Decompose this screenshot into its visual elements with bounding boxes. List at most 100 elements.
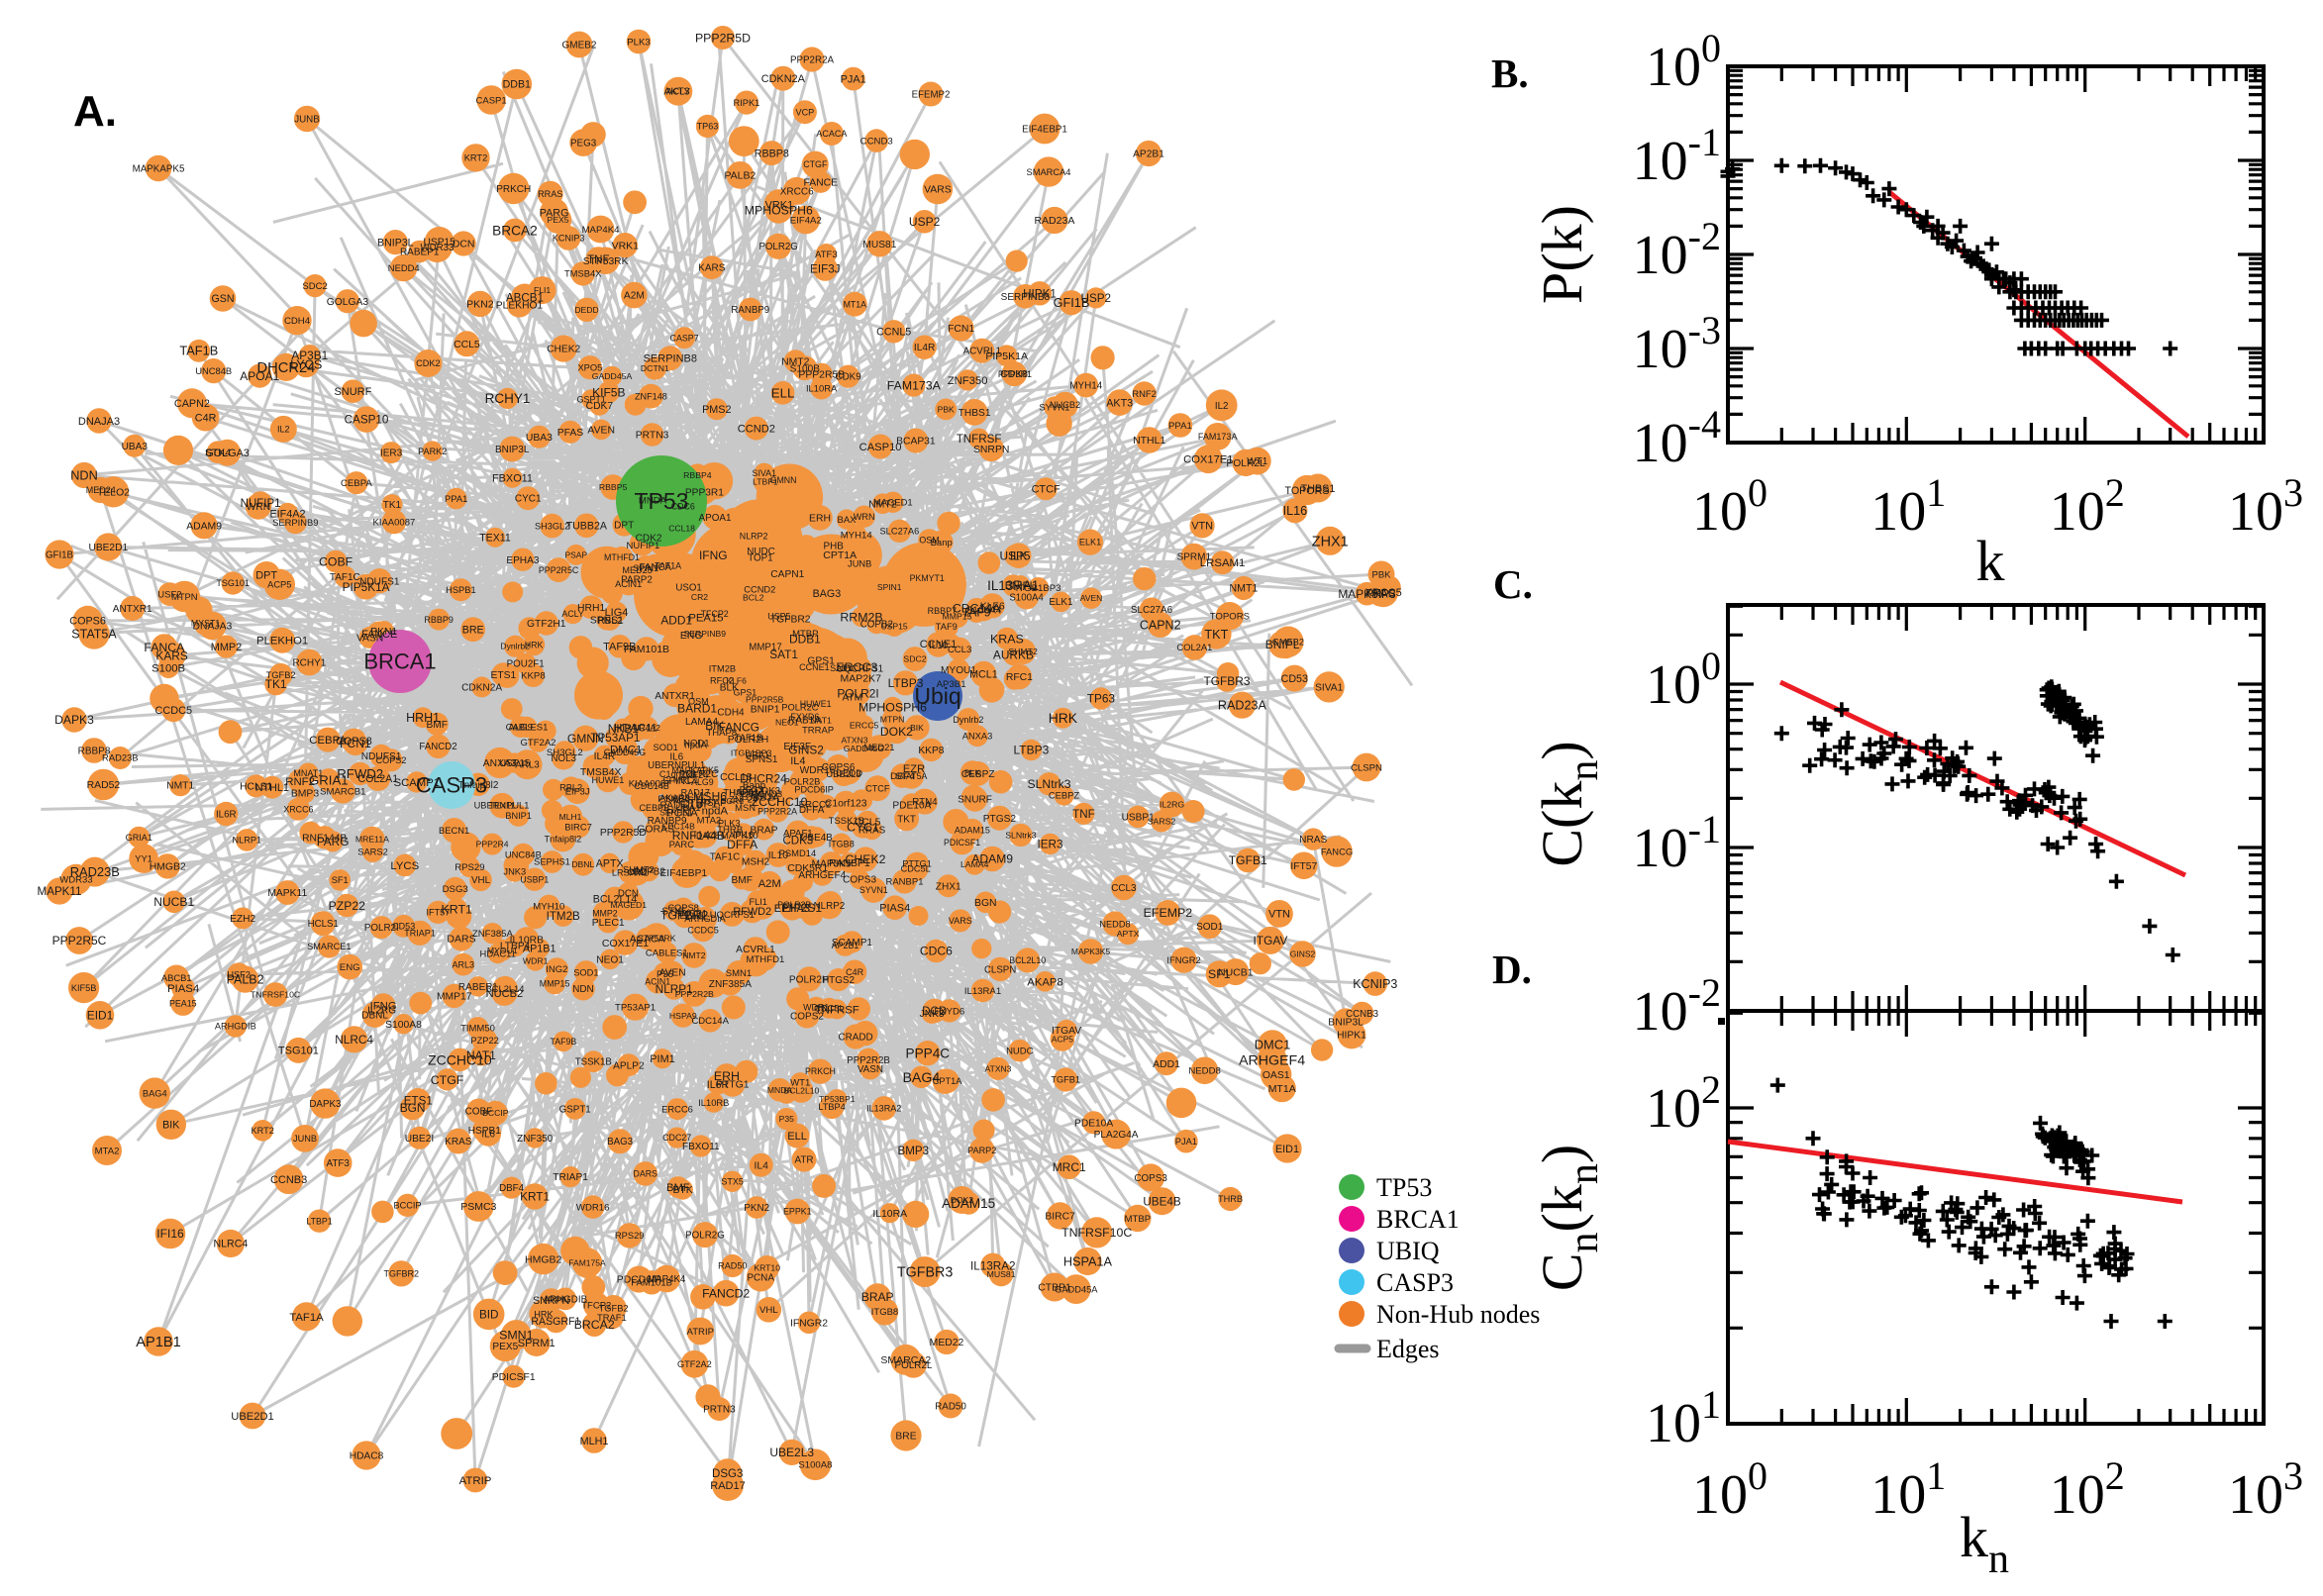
svg-text:BIK: BIK (910, 723, 924, 733)
svg-text:BMP3: BMP3 (291, 789, 320, 800)
svg-text:ARHGEF4: ARHGEF4 (1239, 1052, 1305, 1068)
svg-text:103: 103 (2228, 1453, 2303, 1526)
svg-text:ARHGDIB: ARHGDIB (215, 1022, 256, 1032)
svg-text:TSG101: TSG101 (216, 578, 250, 588)
svg-text:CD53: CD53 (1281, 673, 1308, 685)
svg-text:PEG3: PEG3 (570, 139, 597, 150)
svg-text:TGFB1: TGFB1 (1051, 1075, 1080, 1085)
svg-text:PJA1: PJA1 (841, 74, 866, 86)
svg-text:EPPK1: EPPK1 (783, 1207, 812, 1217)
svg-text:KKP8: KKP8 (521, 671, 546, 682)
svg-text:ITGB8: ITGB8 (871, 1307, 898, 1318)
svg-text:CDKN2A: CDKN2A (761, 73, 806, 85)
svg-text:VCP: VCP (796, 107, 815, 117)
svg-text:VARS: VARS (924, 185, 952, 196)
svg-text:PPP2R2A: PPP2R2A (790, 54, 835, 65)
svg-text:IL6: IL6 (481, 1129, 495, 1140)
svg-text:THBS1: THBS1 (959, 408, 991, 419)
svg-text:CASP7: CASP7 (670, 333, 699, 343)
svg-text:P35: P35 (779, 1114, 795, 1124)
svg-text:BNIP3L: BNIP3L (495, 445, 530, 455)
svg-text:ZNF350: ZNF350 (517, 1134, 554, 1145)
svg-text:MAP4K4: MAP4K4 (582, 225, 621, 236)
svg-text:CCND3: CCND3 (860, 137, 893, 148)
svg-text:RCHY1: RCHY1 (292, 658, 326, 669)
svg-text:CDK2: CDK2 (416, 358, 441, 368)
svg-text:BMF: BMF (731, 875, 753, 886)
svg-text:IL10RB: IL10RB (698, 1097, 729, 1108)
svg-text:CDH4: CDH4 (284, 316, 311, 327)
svg-text:OAS1: OAS1 (1262, 1070, 1290, 1081)
svg-text:UBIQ: UBIQ (1376, 1237, 1440, 1265)
svg-text:MUS81: MUS81 (862, 240, 896, 250)
svg-text:PPA1: PPA1 (1168, 421, 1192, 432)
svg-text:TAF9: TAF9 (936, 622, 958, 632)
svg-text:TFCP2: TFCP2 (701, 609, 729, 619)
svg-text:KARS: KARS (698, 263, 726, 274)
svg-text:PKN2: PKN2 (466, 299, 494, 311)
svg-text:KRAS: KRAS (990, 633, 1024, 647)
svg-text:101: 101 (1870, 470, 1946, 543)
svg-text:DNAJA3: DNAJA3 (78, 416, 120, 428)
svg-text:NLRC4: NLRC4 (214, 1239, 249, 1250)
svg-text:MAPK3K5: MAPK3K5 (1071, 947, 1110, 956)
svg-text:10-2: 10-2 (1633, 214, 1721, 286)
svg-text:ZNF385A: ZNF385A (709, 979, 752, 990)
svg-text:IFNGR2: IFNGR2 (790, 1318, 828, 1329)
svg-text:SDC2: SDC2 (302, 281, 327, 292)
svg-text:UBA3: UBA3 (122, 442, 149, 452)
svg-text:CAPN2: CAPN2 (174, 398, 210, 410)
svg-text:SNRPN: SNRPN (973, 445, 1009, 455)
svg-text:FANCG: FANCG (1321, 846, 1353, 856)
svg-text:NOL3: NOL3 (552, 753, 576, 764)
svg-text:PLEC1: PLEC1 (592, 918, 625, 929)
svg-text:TNF: TNF (587, 254, 609, 266)
svg-text:LTBP1: LTBP1 (306, 1216, 332, 1226)
svg-text:USP2: USP2 (909, 215, 941, 229)
svg-text:RPS29: RPS29 (615, 1231, 644, 1241)
svg-text:NMT2: NMT2 (781, 356, 810, 367)
svg-text:CDC14A: CDC14A (691, 1016, 729, 1027)
svg-text:BRCA1: BRCA1 (363, 649, 436, 674)
svg-text:PARK2: PARK2 (418, 447, 447, 456)
svg-text:DMC1: DMC1 (1255, 1038, 1291, 1052)
svg-text:NLRP2: NLRP2 (740, 532, 768, 542)
svg-text:KRT2: KRT2 (252, 1126, 274, 1136)
svg-text:LAMA4: LAMA4 (685, 717, 718, 728)
svg-text:PSAP: PSAP (564, 549, 587, 559)
svg-text:BRCA2: BRCA2 (574, 1318, 615, 1332)
svg-text:ATR: ATR (794, 1155, 813, 1166)
svg-text:BNIP1: BNIP1 (751, 704, 780, 715)
svg-text:MRC1: MRC1 (1053, 1160, 1086, 1174)
svg-text:AVEN: AVEN (587, 426, 615, 437)
svg-text:ADD1: ADD1 (1153, 1059, 1180, 1070)
svg-text:TNFRSF10C: TNFRSF10C (251, 990, 300, 1000)
svg-text:PEX5: PEX5 (492, 1342, 518, 1352)
svg-text:TRIAP1: TRIAP1 (553, 1172, 588, 1183)
svg-text:TMSB4X: TMSB4X (580, 767, 622, 778)
svg-text:ACACA: ACACA (816, 129, 847, 139)
svg-text:ZHX1: ZHX1 (1312, 534, 1349, 549)
svg-text:VTN: VTN (1191, 521, 1213, 533)
svg-text:TNFRSF10C: TNFRSF10C (1061, 1226, 1132, 1240)
svg-text:PMS2: PMS2 (702, 404, 731, 416)
svg-text:ING2: ING2 (546, 964, 567, 975)
svg-text:FLI1: FLI1 (534, 285, 551, 295)
svg-text:MT1A: MT1A (844, 299, 867, 309)
svg-text:SF1: SF1 (332, 875, 349, 885)
svg-text:NRAS: NRAS (1299, 835, 1327, 846)
svg-text:BNIP1: BNIP1 (505, 811, 532, 821)
svg-text:ACIN1: ACIN1 (615, 579, 642, 589)
svg-text:IFT57: IFT57 (427, 908, 451, 918)
svg-text:ANTXR1: ANTXR1 (655, 691, 695, 702)
svg-text:MT1A: MT1A (1268, 1083, 1296, 1095)
svg-text:TP63: TP63 (697, 122, 719, 132)
svg-text:ARHGDIA: ARHGDIA (684, 914, 726, 924)
svg-text:SERPINB8: SERPINB8 (644, 353, 697, 365)
svg-text:ATRIP: ATRIP (459, 1475, 492, 1487)
svg-text:ZNF148: ZNF148 (635, 391, 667, 401)
svg-text:RBBP4: RBBP4 (683, 470, 712, 480)
svg-text:S100A4: S100A4 (966, 605, 1002, 616)
svg-text:HSPA14: HSPA14 (729, 788, 764, 799)
svg-text:DMC1: DMC1 (610, 745, 642, 756)
